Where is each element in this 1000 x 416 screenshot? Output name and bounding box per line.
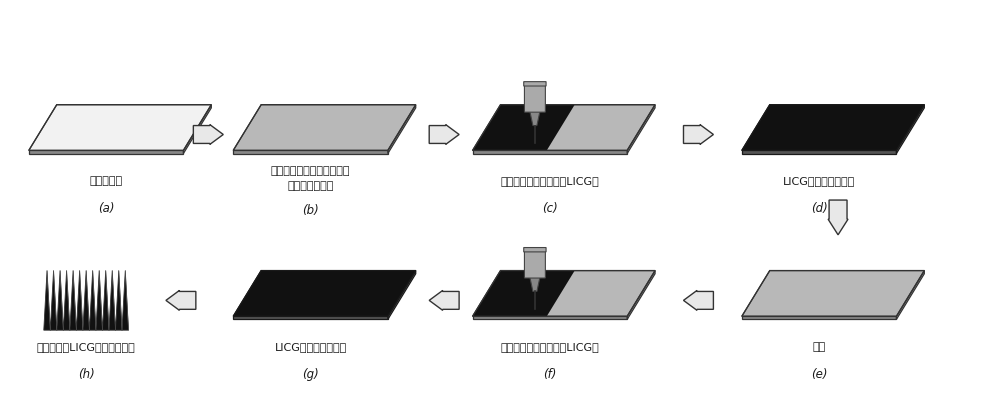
Polygon shape (896, 105, 924, 154)
Polygon shape (473, 105, 655, 151)
Polygon shape (166, 290, 196, 310)
Polygon shape (233, 316, 388, 319)
Polygon shape (473, 316, 627, 319)
Polygon shape (473, 270, 655, 316)
Text: 准备及碳化处理: 准备及碳化处理 (287, 181, 334, 191)
Polygon shape (473, 105, 575, 151)
FancyBboxPatch shape (524, 85, 545, 112)
Text: 激光诱导包覆石墨烯（LICG）: 激光诱导包覆石墨烯（LICG） (500, 176, 599, 186)
Polygon shape (233, 151, 388, 154)
Polygon shape (388, 270, 416, 319)
Text: 折叠处理，LICG导电型玻纤网: 折叠处理，LICG导电型玻纤网 (37, 342, 136, 352)
Text: 玻纤纸准备: 玻纤纸准备 (90, 176, 123, 186)
Polygon shape (429, 290, 459, 310)
Polygon shape (233, 270, 416, 316)
Polygon shape (828, 200, 848, 235)
Text: (e): (e) (811, 368, 827, 381)
Polygon shape (429, 124, 459, 144)
FancyBboxPatch shape (524, 248, 546, 252)
Polygon shape (627, 270, 655, 319)
Polygon shape (742, 105, 924, 151)
Polygon shape (29, 151, 183, 154)
Text: LICG玻纤纸（双面）: LICG玻纤纸（双面） (274, 342, 347, 352)
Polygon shape (742, 270, 924, 316)
Text: 包括碳前体材料的玻纤滤纸: 包括碳前体材料的玻纤滤纸 (271, 166, 350, 176)
Text: (b): (b) (302, 204, 319, 217)
Polygon shape (683, 290, 713, 310)
Polygon shape (742, 105, 924, 151)
Polygon shape (742, 151, 896, 154)
Polygon shape (896, 270, 924, 319)
FancyBboxPatch shape (524, 82, 546, 86)
Text: (f): (f) (543, 368, 557, 381)
Polygon shape (388, 105, 416, 154)
Polygon shape (473, 270, 575, 316)
Polygon shape (233, 105, 416, 151)
Polygon shape (233, 270, 416, 316)
Polygon shape (742, 316, 896, 319)
Polygon shape (473, 151, 627, 154)
Text: (d): (d) (811, 202, 827, 215)
Polygon shape (530, 111, 540, 126)
Polygon shape (683, 124, 713, 144)
Text: (c): (c) (542, 202, 558, 215)
Text: LICG玻纤纸（单面）: LICG玻纤纸（单面） (783, 176, 855, 186)
Polygon shape (44, 270, 129, 330)
Text: (g): (g) (302, 368, 319, 381)
Polygon shape (29, 105, 211, 151)
Polygon shape (530, 277, 540, 292)
Polygon shape (627, 105, 655, 154)
Text: 激光诱导包覆石墨烯（LICG）: 激光诱导包覆石墨烯（LICG） (500, 342, 599, 352)
Polygon shape (183, 105, 211, 154)
FancyBboxPatch shape (524, 251, 545, 278)
Text: 翻转: 翻转 (812, 342, 826, 352)
Text: (h): (h) (78, 368, 95, 381)
Polygon shape (193, 124, 223, 144)
Text: (a): (a) (98, 202, 114, 215)
